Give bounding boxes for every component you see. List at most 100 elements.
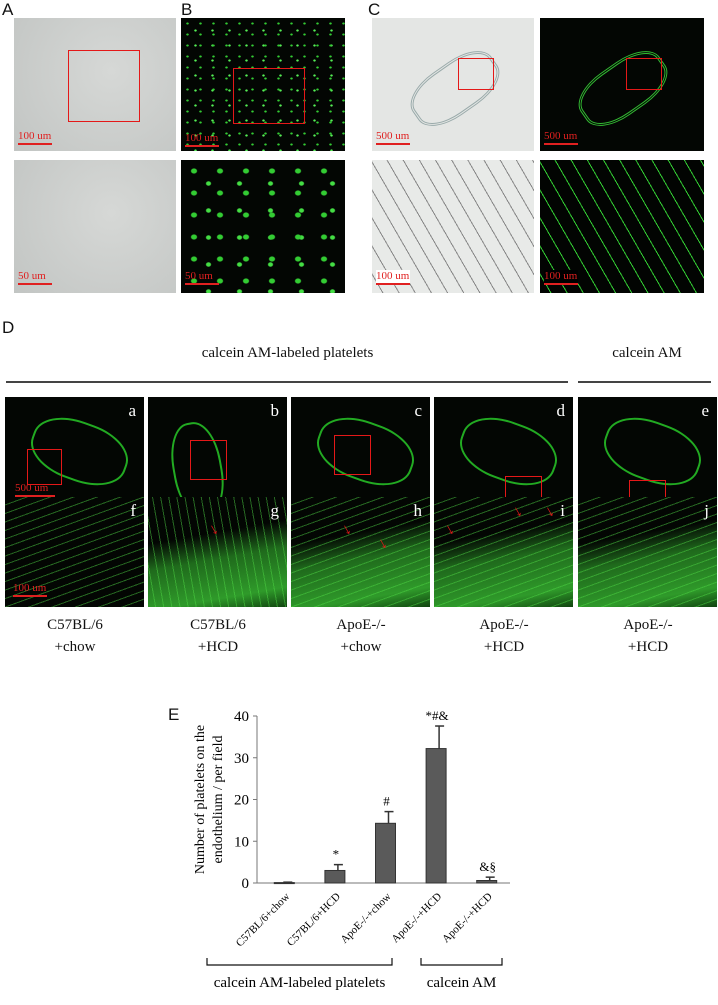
bar xyxy=(476,879,498,884)
group-label: calcein AM-labeled platelets xyxy=(214,975,386,991)
y-tick-label: 10 xyxy=(234,834,249,850)
panel-label-c: C xyxy=(368,0,381,19)
scale-bar: 100 um xyxy=(13,582,47,597)
overview-image: c xyxy=(291,397,430,507)
highlight-box xyxy=(334,435,371,475)
scale-label: 500 um xyxy=(376,130,410,142)
highlight-box xyxy=(629,480,666,507)
scale-bar: 50 um xyxy=(185,270,219,285)
subpanel-label: a xyxy=(128,401,136,420)
subpanel-label: b xyxy=(270,401,280,420)
y-tick-label: 40 xyxy=(234,709,249,725)
y-tick-label: 20 xyxy=(234,793,249,809)
scale-label: 100 um xyxy=(18,130,52,142)
fluorescence-image-b-bottom: 50 um xyxy=(181,160,345,293)
highlight-box xyxy=(68,50,140,122)
condition-caption: ApoE-/- +HCD xyxy=(434,614,574,658)
bar xyxy=(324,869,346,884)
zoomed-image: j xyxy=(578,497,717,607)
y-axis-label: Number of platelets on the endothelium / … xyxy=(193,725,226,874)
highlight-box xyxy=(626,58,662,90)
significance-label: &§ xyxy=(479,859,496,874)
strain-label: ApoE-/- xyxy=(336,617,386,633)
zoomed-image: f 100 um xyxy=(5,497,144,607)
fluorescence-image-c-top: 500 um xyxy=(540,18,704,151)
scale-label: 500 um xyxy=(544,130,578,142)
panel-label-a: A xyxy=(2,0,14,19)
overview-image: b xyxy=(148,397,287,507)
fluorescence-image-c-bottom: 100 um xyxy=(540,160,704,293)
group-bracket xyxy=(206,958,393,966)
highlight-box xyxy=(233,68,305,124)
subpanel-label: e xyxy=(701,401,709,420)
highlight-box xyxy=(458,58,494,90)
strain-label: ApoE-/- xyxy=(479,617,529,633)
panel-label-e: E xyxy=(168,705,180,724)
condition-caption: C57BL/6 +HCD xyxy=(148,614,288,658)
brightfield-image-a-top: 100 um xyxy=(14,18,176,151)
diet-label: +chow xyxy=(340,639,382,655)
group-bracket xyxy=(420,958,503,966)
group-divider xyxy=(578,381,711,383)
scale-bar: 500 um xyxy=(544,130,578,145)
scale-bar: 100 um xyxy=(376,270,410,285)
diet-label: +HCD xyxy=(627,639,669,655)
bar-chart: 0 10 20 30 40 Number of platelets on the endot… xyxy=(193,708,510,991)
highlight-box xyxy=(190,440,227,480)
condition-caption: ApoE-/- +chow xyxy=(291,614,431,658)
y-tick-label: 30 xyxy=(234,751,249,767)
highlight-box xyxy=(505,476,542,507)
subpanel-label: c xyxy=(414,401,422,420)
highlight-box xyxy=(27,449,62,485)
diet-label: +chow xyxy=(54,639,96,655)
scale-bar: 50 um xyxy=(18,270,52,285)
overview-image: d xyxy=(434,397,573,507)
group-label-platelets: calcein AM-labeled platelets xyxy=(201,345,374,361)
significance-label: *#& xyxy=(426,708,449,723)
scale-label: 50 um xyxy=(185,270,213,282)
panel-label-b: B xyxy=(181,0,193,19)
group-divider xyxy=(6,381,568,383)
diet-label: +HCD xyxy=(483,639,525,655)
brightfield-image-c-bottom: 100 um xyxy=(372,160,534,293)
brightfield-image-a-bottom: 50 um xyxy=(14,160,176,293)
scale-label: 100 um xyxy=(376,270,410,282)
scale-label: 100 um xyxy=(185,132,219,144)
subpanel-label: h xyxy=(413,501,423,520)
bar xyxy=(273,882,295,885)
scale-bar: 500 um xyxy=(15,482,55,497)
scale-bar: 100 um xyxy=(544,270,578,285)
y-tick-label: 0 xyxy=(242,876,250,892)
panel-label-d: D xyxy=(2,318,15,337)
significance-label: # xyxy=(383,794,390,809)
overview-image: e xyxy=(578,397,717,507)
overview-image: a 500 um xyxy=(5,397,144,507)
strain-label: ApoE-/- xyxy=(623,617,673,633)
scale-bar: 100 um xyxy=(185,132,219,147)
condition-caption: ApoE-/- +HCD xyxy=(578,614,718,658)
group-label: calcein AM xyxy=(427,975,497,991)
scale-label: 50 um xyxy=(18,270,46,282)
condition-caption: C57BL/6 +chow xyxy=(5,614,145,658)
subpanel-label: j xyxy=(704,501,709,520)
scale-bar: 500 um xyxy=(376,130,410,145)
x-tick-label: ApoE-/-+HCD xyxy=(389,891,444,946)
zoomed-image: i ↓ ↓ ↓ xyxy=(434,497,573,607)
diet-label: +HCD xyxy=(197,639,239,655)
subpanel-label: g xyxy=(270,501,280,520)
x-tick-label: ApoE-/-+HCD xyxy=(440,891,495,946)
scale-label: 100 um xyxy=(13,582,47,594)
zoomed-image: g ↓ xyxy=(148,497,287,607)
fluorescence-image-b-top: 100 um xyxy=(181,18,345,151)
significance-label: * xyxy=(333,847,340,862)
scale-label: 500 um xyxy=(15,482,49,494)
subpanel-label: i xyxy=(560,501,565,520)
bar xyxy=(425,748,447,884)
strain-label: C57BL/6 xyxy=(47,617,103,633)
zoomed-image: h ↓ ↓ xyxy=(291,497,430,607)
x-tick-label: ApoE-/-+chow xyxy=(338,891,393,946)
x-tick-label: C57BL/6+HCD xyxy=(285,891,343,949)
brightfield-image-c-top: 500 um xyxy=(372,18,534,151)
scale-label: 100 um xyxy=(544,270,578,282)
